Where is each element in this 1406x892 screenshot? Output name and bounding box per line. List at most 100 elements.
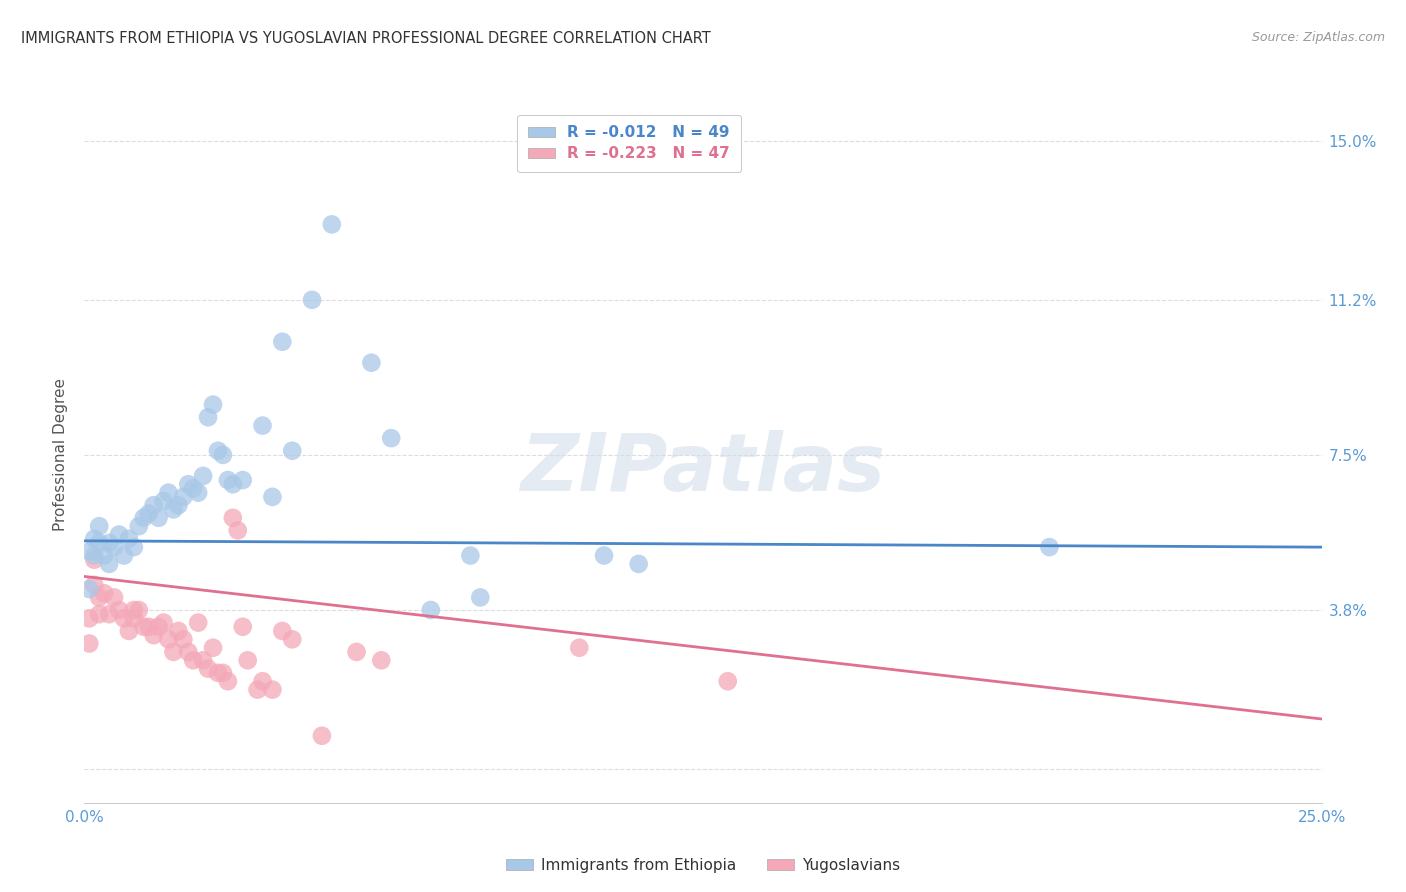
Point (112, 611, 135, 625)
Point (118, 624, 141, 638)
Point (128, 519, 150, 533)
Point (138, 620, 160, 634)
Point (122, 540, 145, 554)
Point (346, 645, 368, 659)
Point (79, 582, 101, 596)
Point (460, 549, 482, 563)
Text: ZIPatlas: ZIPatlas (520, 430, 886, 508)
Point (108, 603, 131, 617)
Point (281, 443, 304, 458)
Point (103, 591, 125, 605)
Point (138, 507, 160, 521)
Point (321, 218, 343, 232)
Point (717, 674, 740, 689)
Point (252, 674, 274, 689)
Point (187, 615, 209, 630)
Point (311, 729, 333, 743)
Point (197, 662, 219, 676)
Point (157, 485, 180, 500)
Point (172, 490, 194, 504)
Point (470, 591, 492, 605)
Point (89, 519, 111, 533)
Point (191, 468, 214, 483)
Point (108, 527, 131, 541)
Point (167, 498, 190, 512)
Point (132, 510, 155, 524)
Point (98, 557, 121, 571)
Point (89, 591, 111, 605)
Point (148, 620, 170, 634)
Point (568, 640, 591, 655)
Point (271, 334, 294, 349)
Point (202, 640, 225, 655)
Point (142, 628, 165, 642)
Legend: Immigrants from Ethiopia, Yugoslavians: Immigrants from Ethiopia, Yugoslavians (499, 852, 907, 879)
Point (181, 482, 204, 496)
Point (93, 586, 115, 600)
Point (246, 682, 269, 697)
Point (83, 532, 105, 546)
Point (226, 524, 249, 538)
Point (262, 490, 284, 504)
Point (122, 611, 145, 625)
Point (593, 549, 616, 563)
Point (380, 431, 402, 445)
Point (98, 536, 121, 550)
Point (79, 636, 101, 650)
Point (181, 653, 204, 667)
Point (360, 356, 382, 370)
Point (167, 624, 190, 638)
Point (271, 624, 294, 638)
Point (212, 448, 235, 462)
Point (83, 549, 105, 563)
Point (157, 632, 180, 647)
Point (152, 615, 174, 630)
Point (103, 540, 125, 554)
Point (118, 532, 141, 546)
Point (370, 653, 392, 667)
Point (83, 552, 105, 566)
Point (252, 418, 274, 433)
Point (207, 443, 229, 458)
Point (172, 632, 194, 647)
Point (232, 620, 254, 634)
Point (177, 477, 200, 491)
Point (98, 607, 121, 622)
Y-axis label: Professional Degree: Professional Degree (53, 378, 69, 532)
Point (79, 544, 101, 558)
Point (232, 473, 254, 487)
Point (236, 653, 259, 667)
Point (93, 549, 115, 563)
Point (89, 607, 111, 622)
Text: Source: ZipAtlas.com: Source: ZipAtlas.com (1251, 31, 1385, 45)
Point (83, 578, 105, 592)
Point (152, 494, 174, 508)
Point (202, 398, 225, 412)
Point (217, 674, 239, 689)
Point (122, 603, 145, 617)
Point (217, 473, 239, 487)
Point (222, 510, 245, 524)
Point (262, 682, 284, 697)
Point (301, 293, 323, 307)
Point (207, 665, 229, 680)
Point (1038, 540, 1060, 554)
Point (191, 653, 214, 667)
Point (212, 665, 235, 680)
Point (197, 410, 219, 425)
Point (162, 502, 184, 516)
Point (187, 485, 209, 500)
Point (419, 603, 441, 617)
Point (89, 536, 111, 550)
Point (112, 549, 135, 563)
Point (627, 557, 650, 571)
Text: IMMIGRANTS FROM ETHIOPIA VS YUGOSLAVIAN PROFESSIONAL DEGREE CORRELATION CHART: IMMIGRANTS FROM ETHIOPIA VS YUGOSLAVIAN … (21, 31, 711, 46)
Point (177, 645, 200, 659)
Point (142, 498, 165, 512)
Point (128, 603, 150, 617)
Point (222, 477, 245, 491)
Point (148, 510, 170, 524)
Point (281, 632, 304, 647)
Point (132, 620, 155, 634)
Point (162, 645, 184, 659)
